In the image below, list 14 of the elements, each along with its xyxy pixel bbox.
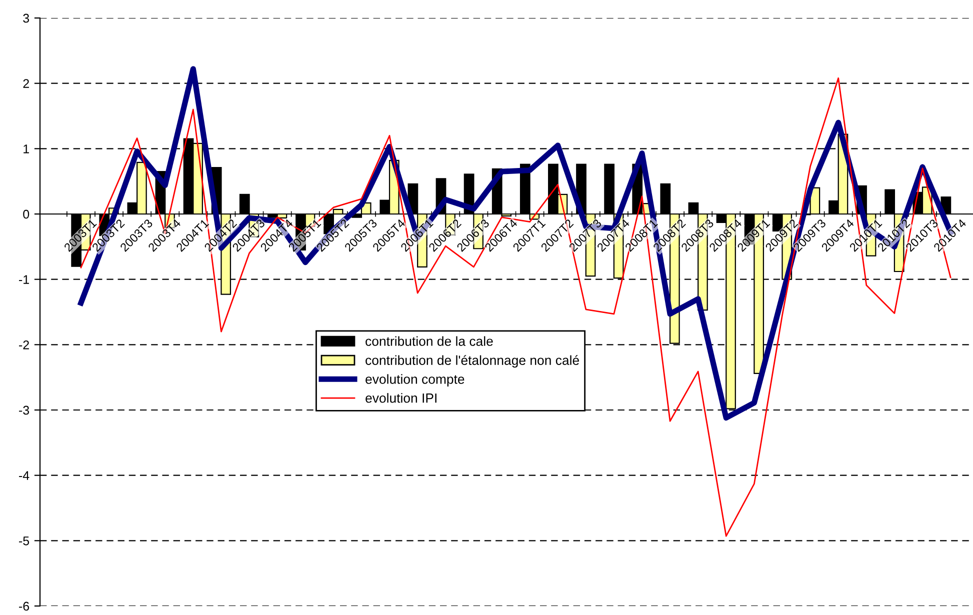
y-tick-label: 0 — [23, 210, 30, 219]
y-tick-label: -5 — [19, 536, 30, 546]
y-tick-label: -3 — [19, 406, 30, 415]
y-tick-label: 3 — [23, 14, 30, 23]
legend-label: contribution de la cale — [366, 336, 493, 346]
y-tick-label: -6 — [19, 602, 30, 611]
legend-label: evolution IPI — [366, 393, 436, 403]
legend-label: evolution compte — [366, 374, 464, 386]
legend-label: contribution de l'étalonnage non calé — [366, 355, 579, 368]
y-tick-label: 1 — [24, 144, 29, 154]
y-tick-label: -2 — [19, 340, 29, 350]
y-tick-label: 2 — [23, 79, 29, 88]
y-tick-label: -4 — [19, 471, 30, 480]
y-tick-label: -1 — [19, 275, 29, 284]
